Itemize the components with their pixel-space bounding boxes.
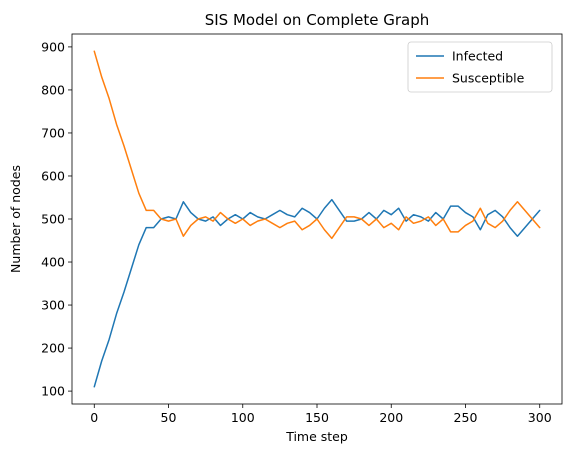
x-tick-label: 150 [305, 410, 329, 425]
x-tick-label: 300 [528, 410, 552, 425]
plot-lines [93, 50, 541, 388]
x-axis: 0 50 100 150 200 250 300 [90, 404, 552, 425]
y-tick-label: 900 [41, 39, 65, 54]
y-tick-label: 300 [41, 298, 65, 313]
y-tick-label: 500 [41, 212, 65, 227]
x-tick-label: 0 [90, 410, 98, 425]
y-tick-label: 200 [41, 341, 65, 356]
series-line-susceptible [93, 50, 541, 240]
y-tick-label: 700 [41, 125, 65, 140]
y-tick-label: 600 [41, 168, 65, 183]
chart-title: SIS Model on Complete Graph [205, 11, 430, 29]
legend-box [407, 41, 553, 93]
x-tick-label: 250 [454, 410, 478, 425]
legend-label-susceptible: Susceptible [452, 71, 525, 86]
series-line-infected [93, 198, 541, 388]
y-tick-label: 100 [41, 384, 65, 399]
x-tick-label: 100 [231, 410, 255, 425]
y-tick-label: 400 [41, 255, 65, 270]
y-axis: 100 200 300 400 500 600 700 800 900 [41, 39, 72, 399]
x-axis-label: Time step [285, 429, 348, 444]
x-tick-label: 200 [379, 410, 403, 425]
x-tick-label: 50 [161, 410, 177, 425]
legend-label-infected: Infected [452, 49, 503, 64]
y-axis-label: Number of nodes [8, 165, 23, 273]
y-tick-label: 800 [41, 82, 65, 97]
legend: Infected Susceptible [407, 41, 553, 93]
